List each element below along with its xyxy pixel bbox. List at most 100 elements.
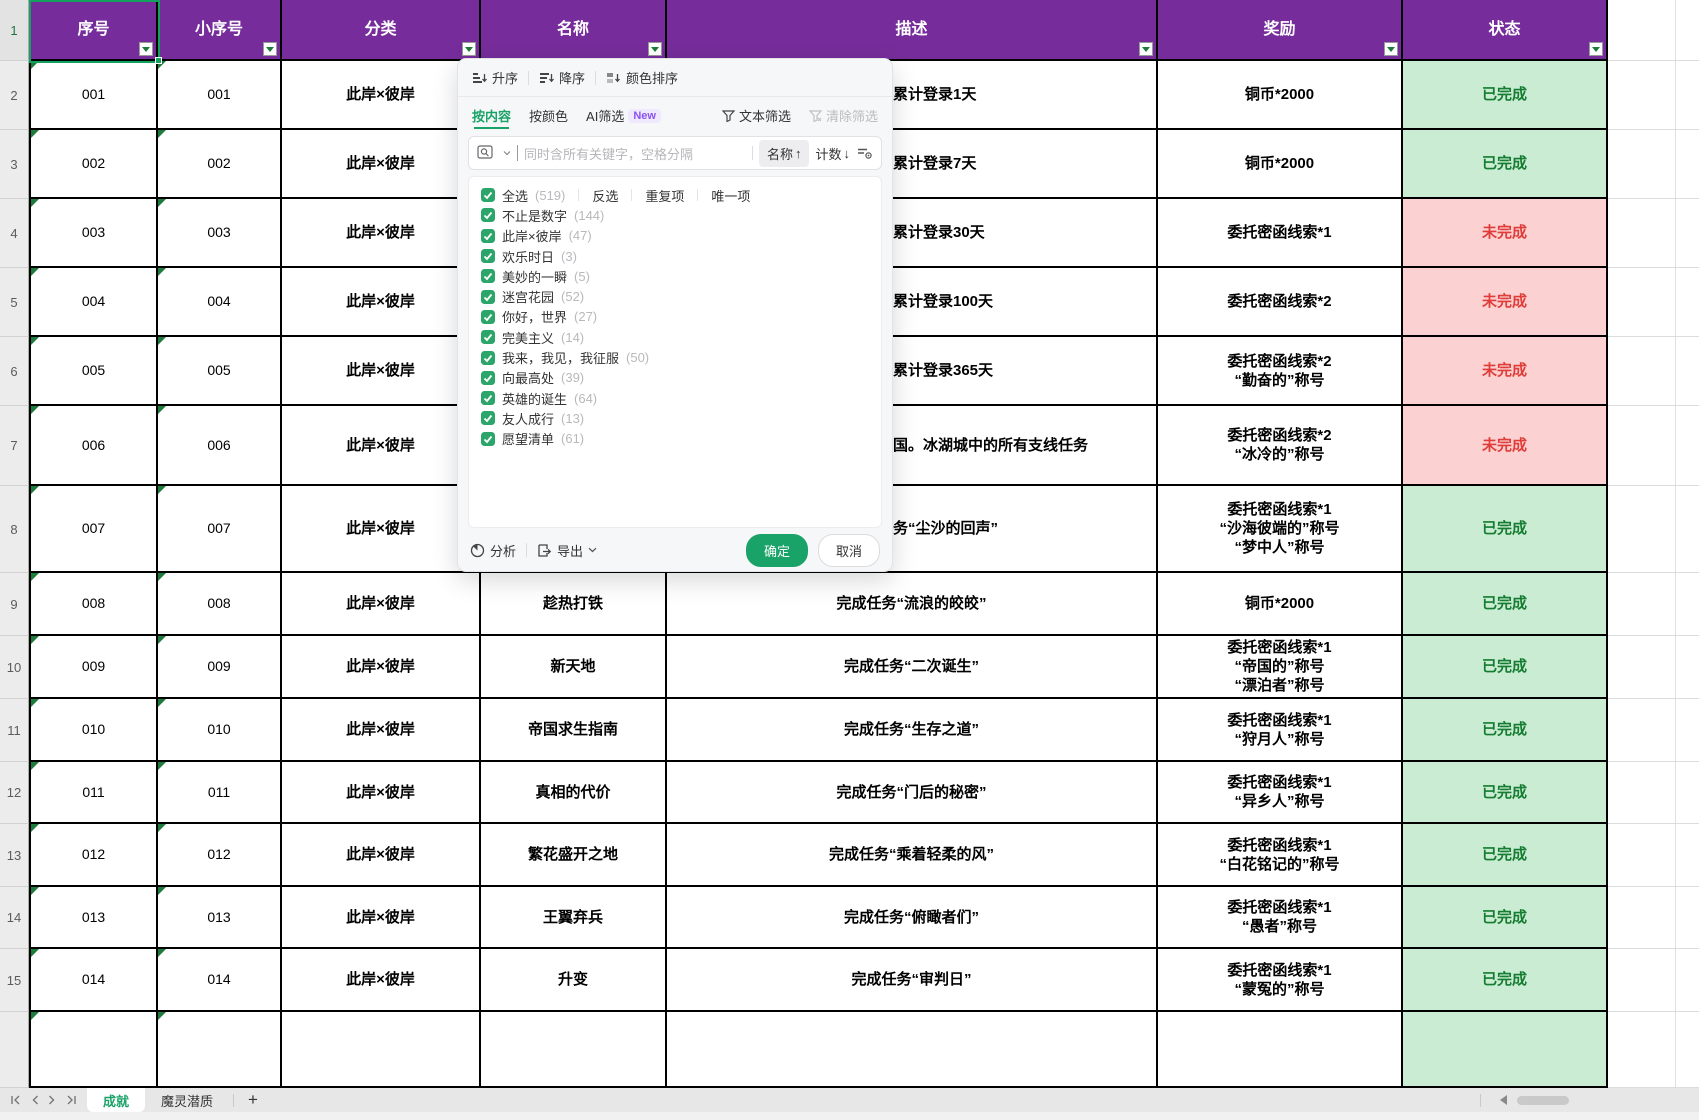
checkbox-checked[interactable] <box>481 309 495 324</box>
cancel-button[interactable]: 取消 <box>817 533 880 567</box>
cell-serial[interactable]: 002 <box>29 130 158 199</box>
cell-category[interactable]: 此岸×彼岸 <box>282 406 481 486</box>
row-header-13[interactable]: 13 <box>0 824 29 887</box>
row-header-1[interactable]: 1 <box>0 0 29 61</box>
cell-reward[interactable]: 委托密函线索*2 “冰冷的”称号 <box>1158 406 1403 486</box>
cell-serial[interactable]: 005 <box>29 337 158 406</box>
cell-serial[interactable]: 009 <box>29 636 158 699</box>
row-header-7[interactable]: 7 <box>0 406 29 486</box>
cell-category[interactable]: 此岸×彼岸 <box>282 199 481 268</box>
cell-subserial[interactable]: 002 <box>158 130 282 199</box>
checkbox-checked[interactable] <box>481 228 495 243</box>
horizontal-scrollbar[interactable] <box>1517 1095 1569 1105</box>
sheet-tab-other[interactable]: 魔灵潜质 <box>161 1093 214 1109</box>
cell-status[interactable]: 已完成 <box>1403 486 1608 573</box>
empty-cell[interactable] <box>667 1012 1158 1088</box>
cell-name[interactable]: 王翼弃兵 <box>481 887 667 949</box>
first-sheet-icon[interactable] <box>10 1095 22 1105</box>
tab-by-color[interactable]: 按颜色 <box>529 97 568 134</box>
filter-item[interactable]: 完美主义 (14) <box>481 327 869 347</box>
empty-cell[interactable] <box>1403 1012 1608 1088</box>
cell-serial[interactable]: 001 <box>29 61 158 130</box>
sort-field-chip[interactable]: 名称 ↑ <box>758 139 810 167</box>
cell-subserial[interactable]: 011 <box>158 762 282 824</box>
cell-description[interactable]: 完成任务“门后的秘密” <box>667 762 1158 824</box>
cell-description[interactable]: 完成任务“生存之道” <box>667 699 1158 762</box>
checkbox-checked[interactable] <box>481 188 495 203</box>
checkbox-checked[interactable] <box>481 411 495 426</box>
checkbox-checked[interactable] <box>481 370 495 385</box>
cell-category[interactable]: 此岸×彼岸 <box>282 949 481 1012</box>
filter-button[interactable] <box>139 42 153 56</box>
cell-reward[interactable]: 委托密函线索*1 “沙海彼端的”称号 “梦中人”称号 <box>1158 486 1403 573</box>
cell-description[interactable]: 完成任务“二次诞生” <box>667 636 1158 699</box>
filter-search-box[interactable]: 同时含所有关键字，空格分隔 名称 ↑ 计数 ↓ <box>468 136 882 170</box>
cell-status[interactable]: 已完成 <box>1403 636 1608 699</box>
duplicates-link[interactable]: 重复项 <box>645 188 685 204</box>
cell-description[interactable]: 完成任务“乘着轻柔的风” <box>667 824 1158 887</box>
cell-status[interactable]: 未完成 <box>1403 199 1608 268</box>
cell-status[interactable]: 未完成 <box>1403 406 1608 486</box>
next-sheet-icon[interactable] <box>48 1095 56 1105</box>
filter-button[interactable] <box>1589 42 1603 56</box>
display-settings-icon[interactable] <box>856 146 873 160</box>
column-header[interactable]: 奖励 <box>1158 0 1403 61</box>
cell-serial[interactable]: 012 <box>29 824 158 887</box>
checkbox-checked[interactable] <box>481 431 495 446</box>
filter-item[interactable]: 英雄的诞生 (64) <box>481 388 869 408</box>
cell-subserial[interactable]: 008 <box>158 573 282 636</box>
row-header-11[interactable]: 11 <box>0 699 29 762</box>
clear-filter-button[interactable]: 清除筛选 <box>808 97 878 134</box>
text-filter-button[interactable]: 文本筛选 <box>721 97 791 134</box>
column-header[interactable]: 状态 <box>1403 0 1608 61</box>
filter-button[interactable] <box>1384 42 1398 56</box>
filter-item[interactable]: 迷宫花园 (52) <box>481 286 869 306</box>
add-sheet-button[interactable]: + <box>248 1090 258 1109</box>
cell-status[interactable]: 未完成 <box>1403 337 1608 406</box>
cell-category[interactable]: 此岸×彼岸 <box>282 824 481 887</box>
column-header[interactable]: 分类 <box>282 0 481 61</box>
sort-descending-button[interactable]: 降序 <box>539 68 585 87</box>
cell-reward[interactable]: 委托密函线索*2 “勤奋的”称号 <box>1158 337 1403 406</box>
sheet-tab-achievements[interactable]: 成就 <box>87 1088 146 1112</box>
cell-category[interactable]: 此岸×彼岸 <box>282 887 481 949</box>
filter-button[interactable] <box>462 42 476 56</box>
checkbox-checked[interactable] <box>481 350 495 365</box>
filter-item[interactable]: 友人成行 (13) <box>481 408 869 428</box>
row-header-16[interactable] <box>0 1012 29 1088</box>
invert-selection-link[interactable]: 反选 <box>592 188 619 204</box>
empty-cell[interactable] <box>1158 1012 1403 1088</box>
cell-reward[interactable]: 委托密函线索*1 “异乡人”称号 <box>1158 762 1403 824</box>
cell-subserial[interactable]: 006 <box>158 406 282 486</box>
row-header-8[interactable]: 8 <box>0 486 29 573</box>
filter-item[interactable]: 向最高处 (39) <box>481 368 869 388</box>
cell-serial[interactable]: 004 <box>29 268 158 337</box>
filter-item[interactable]: 美妙的一瞬 (5) <box>481 266 869 286</box>
search-mode-caret-icon[interactable] <box>503 150 511 156</box>
cell-subserial[interactable]: 012 <box>158 824 282 887</box>
cell-category[interactable]: 此岸×彼岸 <box>282 762 481 824</box>
select-all-label[interactable]: 全选 <box>502 188 529 204</box>
cell-status[interactable]: 已完成 <box>1403 762 1608 824</box>
cell-status[interactable]: 已完成 <box>1403 949 1608 1012</box>
empty-cell[interactable] <box>481 1012 667 1088</box>
cell-subserial[interactable]: 007 <box>158 486 282 573</box>
cell-subserial[interactable]: 013 <box>158 887 282 949</box>
cell-status[interactable]: 已完成 <box>1403 130 1608 199</box>
column-header[interactable]: 描述 <box>667 0 1158 61</box>
empty-cell[interactable] <box>282 1012 481 1088</box>
prev-sheet-icon[interactable] <box>31 1095 39 1105</box>
row-header-3[interactable]: 3 <box>0 130 29 199</box>
column-header[interactable]: 名称 <box>481 0 667 61</box>
cell-serial[interactable]: 011 <box>29 762 158 824</box>
tab-by-content[interactable]: 按内容 <box>472 97 511 134</box>
cell-status[interactable]: 已完成 <box>1403 887 1608 949</box>
filter-item[interactable]: 此岸×彼岸 (47) <box>481 226 869 246</box>
empty-cell[interactable] <box>29 1012 158 1088</box>
cell-status[interactable]: 已完成 <box>1403 699 1608 762</box>
cell-category[interactable]: 此岸×彼岸 <box>282 61 481 130</box>
cell-reward[interactable]: 铜币*2000 <box>1158 130 1403 199</box>
sort-ascending-button[interactable]: 升序 <box>472 68 518 87</box>
cell-category[interactable]: 此岸×彼岸 <box>282 573 481 636</box>
cell-name[interactable]: 真相的代价 <box>481 762 667 824</box>
